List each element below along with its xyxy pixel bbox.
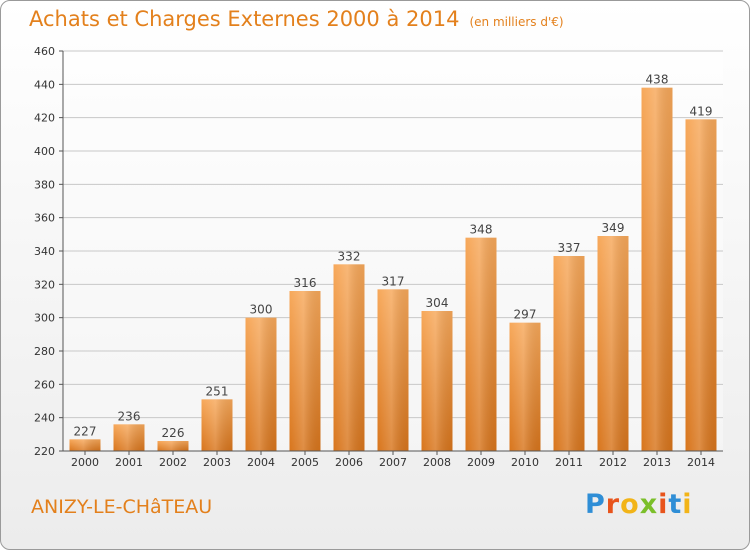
logo-letter: r [605,489,621,520]
data-label: 337 [558,241,581,255]
logo-letter: i [658,489,669,520]
x-tick-label: 2011 [555,456,583,469]
data-label: 348 [470,223,493,237]
y-tick-label: 360 [34,212,55,225]
proxiti-logo: Proxiti [585,489,693,520]
bar-highlight [509,322,541,451]
logo-letter: x [639,489,659,520]
bar-highlight [465,237,497,451]
x-tick-label: 2009 [467,456,495,469]
x-tick-label: 2000 [71,456,99,469]
y-tick-label: 320 [34,278,55,291]
x-tick-label: 2005 [291,456,319,469]
bar-highlight [333,264,365,451]
x-tick-label: 2006 [335,456,363,469]
data-label: 317 [382,274,405,288]
y-tick-label: 280 [34,345,55,358]
y-tick-label: 220 [34,445,55,458]
bar-highlight [597,236,629,451]
bar-highlight [641,87,673,452]
label-layer: 227 236 226 251 300 316 332 317 304 348 297 337 349 4… [74,73,713,440]
bar-highlight [157,441,189,451]
logo-letter: o [620,489,640,520]
x-tick-label: 2014 [687,456,715,469]
data-label: 304 [426,296,449,310]
y-tick-label: 340 [34,245,55,258]
bar-highlight [245,317,277,451]
data-label: 226 [162,426,185,440]
x-tick-label: 2001 [115,456,143,469]
logo-letter: P [585,489,606,520]
axis-layer: 220 240 260 280 300 320 340 360 380 400 420 440 460 2… [34,45,723,469]
data-label: 297 [514,308,537,322]
bar-highlight [377,289,409,451]
data-label: 227 [74,424,97,438]
data-label: 316 [294,276,317,290]
data-label: 349 [602,221,625,235]
bar-layer [69,87,717,452]
y-tick-label: 460 [34,45,55,58]
bar-highlight [421,311,453,451]
y-tick-label: 240 [34,412,55,425]
data-label: 332 [338,249,361,263]
data-label: 300 [250,303,273,317]
commune-name: ANIZY-LE-CHâTEAU [31,496,213,518]
bar-highlight [553,256,585,451]
x-tick-label: 2008 [423,456,451,469]
data-label: 438 [646,73,669,87]
data-label: 251 [206,384,229,398]
x-tick-label: 2010 [511,456,539,469]
y-tick-label: 260 [34,378,55,391]
y-tick-label: 380 [34,178,55,191]
y-tick-label: 420 [34,112,55,125]
logo-letter: t [668,489,683,520]
y-tick-label: 440 [34,78,55,91]
x-tick-label: 2003 [203,456,231,469]
bar-highlight [685,119,717,451]
bar-highlight [69,439,101,451]
data-label: 419 [690,104,713,118]
bar-highlight [289,291,321,451]
logo-letter: i [682,489,693,520]
x-tick-label: 2004 [247,456,275,469]
data-label: 236 [118,409,141,423]
x-tick-label: 2013 [643,456,671,469]
x-tick-label: 2002 [159,456,187,469]
x-tick-label: 2012 [599,456,627,469]
chart-title: Achats et Charges Externes 2000 à 2014 (e… [29,7,564,31]
bar-highlight [201,399,233,451]
x-tick-label: 2007 [379,456,407,469]
y-tick-label: 400 [34,145,55,158]
bar-highlight [113,424,145,451]
y-tick-label: 300 [34,312,55,325]
chart-subtitle: (en milliers d'€) [469,15,564,29]
title-text: Achats et Charges Externes 2000 à 2014 [29,7,460,31]
